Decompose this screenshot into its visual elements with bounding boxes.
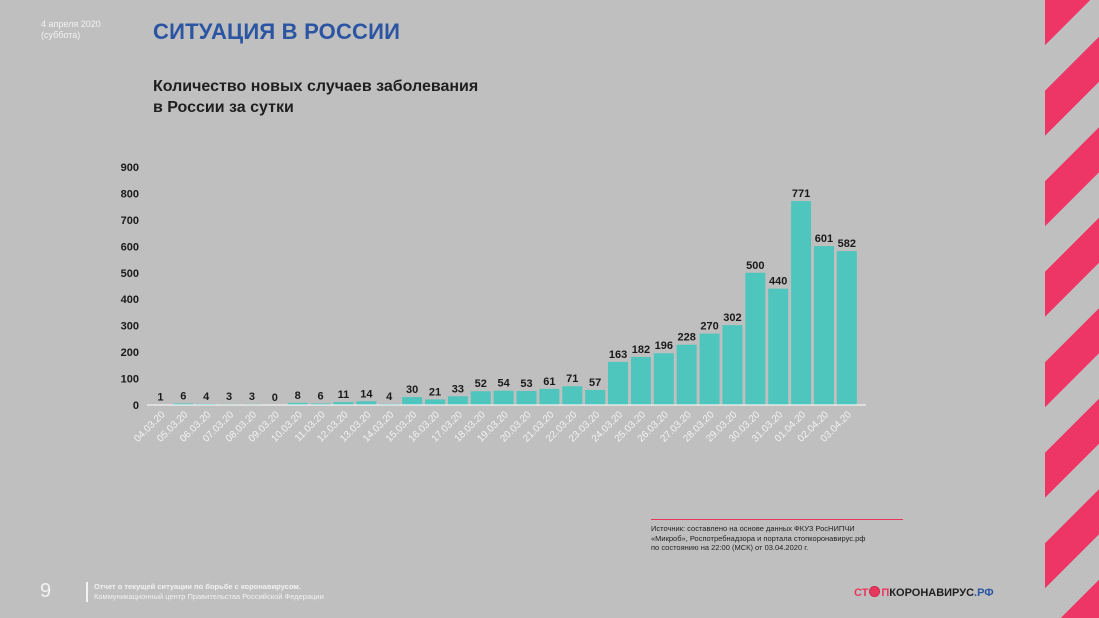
data-label: 4 (203, 391, 210, 403)
y-tick-label: 400 (121, 294, 139, 306)
y-tick-label: 200 (121, 347, 139, 359)
data-label: 6 (180, 390, 186, 402)
x-axis-labels: 04.03.2005.03.2006.03.2007.03.2008.03.20… (132, 409, 854, 445)
bar (493, 390, 514, 405)
y-axis-labels: 0 100 200 300 400 500 600 700 800 900 (121, 162, 139, 412)
bar (173, 403, 194, 405)
footer-line-1: Отчет о текущей ситуации по борьбе с кор… (94, 582, 301, 591)
date-line: 4 апреля 2020 (41, 19, 101, 29)
data-label: 182 (632, 344, 650, 356)
data-label: 3 (249, 391, 255, 403)
bar (516, 390, 537, 405)
bar (608, 361, 629, 405)
bar (836, 251, 857, 405)
data-label: 71 (566, 373, 578, 385)
stopcoronavirus-logo[interactable]: СТ ПКОРОНАВИРУС.РФ (854, 586, 994, 599)
bar (745, 272, 766, 405)
data-label: 14 (360, 388, 373, 400)
bar (287, 402, 308, 405)
bar (813, 246, 834, 405)
data-label: 163 (609, 349, 627, 361)
data-label: 21 (429, 386, 441, 398)
data-label: 53 (520, 378, 532, 390)
decorative-stripes (1045, 0, 1099, 618)
chart-title-line-1: Количество новых случаев заболевания (153, 78, 479, 95)
weekday-line: (суббота) (41, 30, 81, 40)
data-label: 33 (452, 383, 464, 395)
logo-part-1: СТ (854, 587, 869, 599)
data-label: 196 (655, 340, 673, 352)
source-line-1: Источник: составлено на основе данных ФК… (651, 524, 855, 533)
data-label: 11 (338, 389, 350, 401)
y-tick-label: 600 (121, 241, 139, 253)
virus-icon (869, 586, 881, 597)
source-line-2: «Микроб», Роспотребнадзора и портала сто… (651, 533, 866, 543)
bar (768, 288, 789, 405)
data-label: 54 (498, 378, 511, 390)
data-label: 8 (295, 390, 301, 402)
y-tick-label: 800 (121, 188, 139, 200)
data-label: 0 (272, 392, 278, 404)
source-line-3: по состоянию на 22:00 (МСК) от 03.04.202… (651, 543, 809, 552)
y-tick-label: 300 (121, 321, 139, 333)
footer-line-2: Коммуникационный центр Правительства Рос… (94, 592, 324, 601)
data-label: 500 (746, 260, 764, 272)
y-tick-label: 900 (121, 162, 139, 174)
chart-title: Количество новых случаев заболевания в Р… (153, 76, 478, 118)
logo-part-2: П (881, 587, 890, 599)
footer-text: Отчет о текущей ситуации по борьбе с кор… (86, 582, 324, 602)
bar (333, 402, 354, 405)
y-tick-label: 0 (133, 400, 139, 412)
bar (585, 389, 606, 405)
bar (539, 388, 560, 405)
bars (150, 201, 857, 405)
data-label: 1 (157, 392, 163, 404)
data-label: 4 (386, 391, 393, 403)
data-label: 52 (475, 378, 487, 390)
data-label: 601 (815, 233, 833, 245)
y-tick-label: 700 (121, 215, 139, 227)
data-label: 270 (700, 321, 718, 333)
bar (562, 386, 583, 405)
data-label: 61 (543, 376, 555, 388)
report-date: 4 апреля 2020 (суббота) (41, 19, 101, 41)
y-tick-label: 100 (121, 374, 139, 386)
y-tick-label: 500 (121, 268, 139, 280)
data-label: 6 (318, 390, 324, 402)
source-note: Источник: составлено на основе данных ФК… (651, 519, 903, 553)
bar (470, 391, 491, 405)
bar (310, 403, 331, 405)
bar (402, 397, 423, 405)
bar (653, 353, 674, 405)
logo-part-3: КОРОНАВИРУС (889, 587, 975, 599)
data-label: 228 (678, 332, 696, 344)
bar (676, 344, 697, 405)
bar (722, 325, 743, 405)
logo-part-4: .РФ (974, 587, 994, 599)
bar (447, 396, 468, 405)
data-label: 302 (723, 312, 741, 324)
bar (699, 333, 720, 405)
bar (356, 401, 377, 405)
chart-title-line-2: в России за сутки (153, 99, 294, 116)
bar (425, 399, 445, 405)
data-label: 440 (769, 276, 787, 288)
data-label: 57 (589, 377, 601, 389)
data-label: 30 (406, 384, 418, 396)
bar (630, 356, 651, 405)
data-label: 771 (792, 188, 810, 200)
page-title: СИТУАЦИЯ В РОССИИ (153, 19, 401, 44)
bar (791, 201, 812, 405)
data-label: 582 (838, 238, 856, 250)
page-number: 9 (40, 580, 52, 602)
data-label: 3 (226, 391, 232, 403)
